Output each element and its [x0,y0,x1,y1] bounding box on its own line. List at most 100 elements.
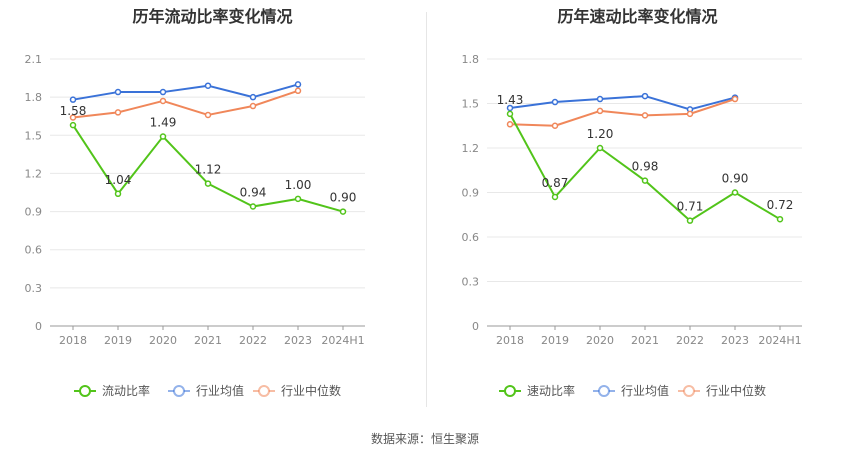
data-point [114,88,122,96]
data-point [596,95,604,103]
y-tick-label: 0 [472,320,479,333]
data-point [686,110,694,118]
data-point [249,102,257,110]
x-tick-label: 2020 [149,334,177,347]
y-tick-label: 0.3 [25,282,43,295]
data-point [294,195,302,203]
data-label: 1.00 [285,178,312,192]
x-tick-label: 2021 [631,334,659,347]
legend-swatch-marker [504,385,516,397]
x-tick-label: 2024H1 [758,334,801,347]
data-point [686,217,694,224]
x-tick-label: 2020 [586,334,614,347]
chart-title: 历年速动比率变化情况 [557,7,718,26]
data-point [641,92,649,100]
data-point [69,114,77,121]
y-tick-label: 0.9 [462,187,480,200]
data-point [551,122,559,129]
y-tick-label: 0 [35,320,42,333]
data-point [596,107,604,115]
x-tick-label: 2019 [104,334,132,347]
data-point [294,81,302,88]
x-tick-label: 2023 [721,334,749,347]
x-tick-label: 2021 [194,334,222,347]
y-tick-label: 0.6 [462,231,480,244]
data-point [506,104,514,112]
legend-label: 行业均值 [196,383,244,398]
data-point [641,177,649,184]
data-point [204,111,212,119]
y-tick-label: 1.8 [25,91,43,104]
x-tick-label: 2024H1 [321,334,364,347]
data-point [506,121,514,128]
current-ratio-chart-panel: 历年流动比率变化情况 0 0.3 0.6 0.9 1.2 1.5 1.8 2.1 2018 201… [0,0,425,415]
legend-swatch-marker [173,385,185,397]
x-tick-label: 2023 [284,334,312,347]
legend-label: 行业中位数 [706,383,766,398]
data-point [294,87,302,95]
data-point [204,82,212,89]
legend-swatch-marker [79,385,91,397]
data-point [114,190,122,198]
data-label: 0.71 [677,200,704,214]
panel-divider [426,12,427,407]
quick-ratio-chart: 0 0.3 0.6 0.9 1.2 1.5 1.8 2018 2019 2020 2021 2022 2… [462,53,802,398]
data-point [506,110,514,118]
data-point [249,93,257,101]
data-point [204,180,212,187]
x-tick-label: 2018 [59,334,87,347]
series-line [509,98,736,127]
data-label: 0.94 [240,185,267,199]
data-label: 1.20 [587,127,614,141]
legend-label: 流动比率 [102,383,150,398]
x-tick-label: 2022 [676,334,704,347]
legend-label: 行业均值 [621,383,669,398]
y-tick-label: 1.2 [462,142,480,155]
data-point [731,189,739,196]
data-label: 0.98 [632,160,659,174]
x-tick-label: 2022 [239,334,267,347]
legend-swatch-marker [683,385,695,397]
x-tick-label: 2019 [541,334,569,347]
y-tick-label: 1.5 [25,129,43,142]
y-tick-label: 1.5 [462,98,480,111]
data-label: 1.12 [195,163,222,177]
data-point [69,96,77,103]
quick-ratio-chart-panel: 历年速动比率变化情况 0 0.3 0.6 0.9 1.2 1.5 1.8 2018 2019 20… [425,0,850,415]
y-tick-label: 0.6 [25,244,43,257]
data-point [114,109,122,116]
y-tick-label: 1.8 [462,53,480,66]
legend-swatch-marker [598,385,610,397]
legend-swatch-marker [258,385,270,397]
data-point [551,98,559,106]
data-label: 1.49 [150,116,177,130]
series-line [72,83,299,101]
data-point [159,97,167,105]
data-point [339,208,347,215]
data-label: 0.90 [330,191,357,205]
series-line [72,89,299,119]
y-tick-label: 1.2 [25,167,43,180]
data-point [551,193,559,201]
data-label: 1.58 [60,104,87,118]
data-point [69,121,77,129]
data-label: 1.43 [497,93,524,107]
data-point [596,144,604,152]
chart-title: 历年流动比率变化情况 [132,7,293,26]
data-label: 0.72 [767,198,794,212]
legend-label: 行业中位数 [281,383,341,398]
current-ratio-chart: 0 0.3 0.6 0.9 1.2 1.5 1.8 2.1 2018 2019 2020 2021 20… [25,53,365,398]
data-source-footer: 数据来源：恒生聚源 [370,432,479,446]
data-point [159,133,167,140]
data-point [641,112,649,119]
data-point [249,203,257,210]
y-tick-label: 0.9 [25,206,43,219]
data-label: 0.90 [722,172,749,186]
data-point [159,88,167,96]
data-point [776,215,784,223]
y-tick-label: 0.3 [462,276,480,289]
legend-label: 速动比率 [527,383,575,398]
data-point [731,95,739,103]
data-label: 1.04 [105,173,132,187]
y-tick-label: 2.1 [25,53,43,66]
